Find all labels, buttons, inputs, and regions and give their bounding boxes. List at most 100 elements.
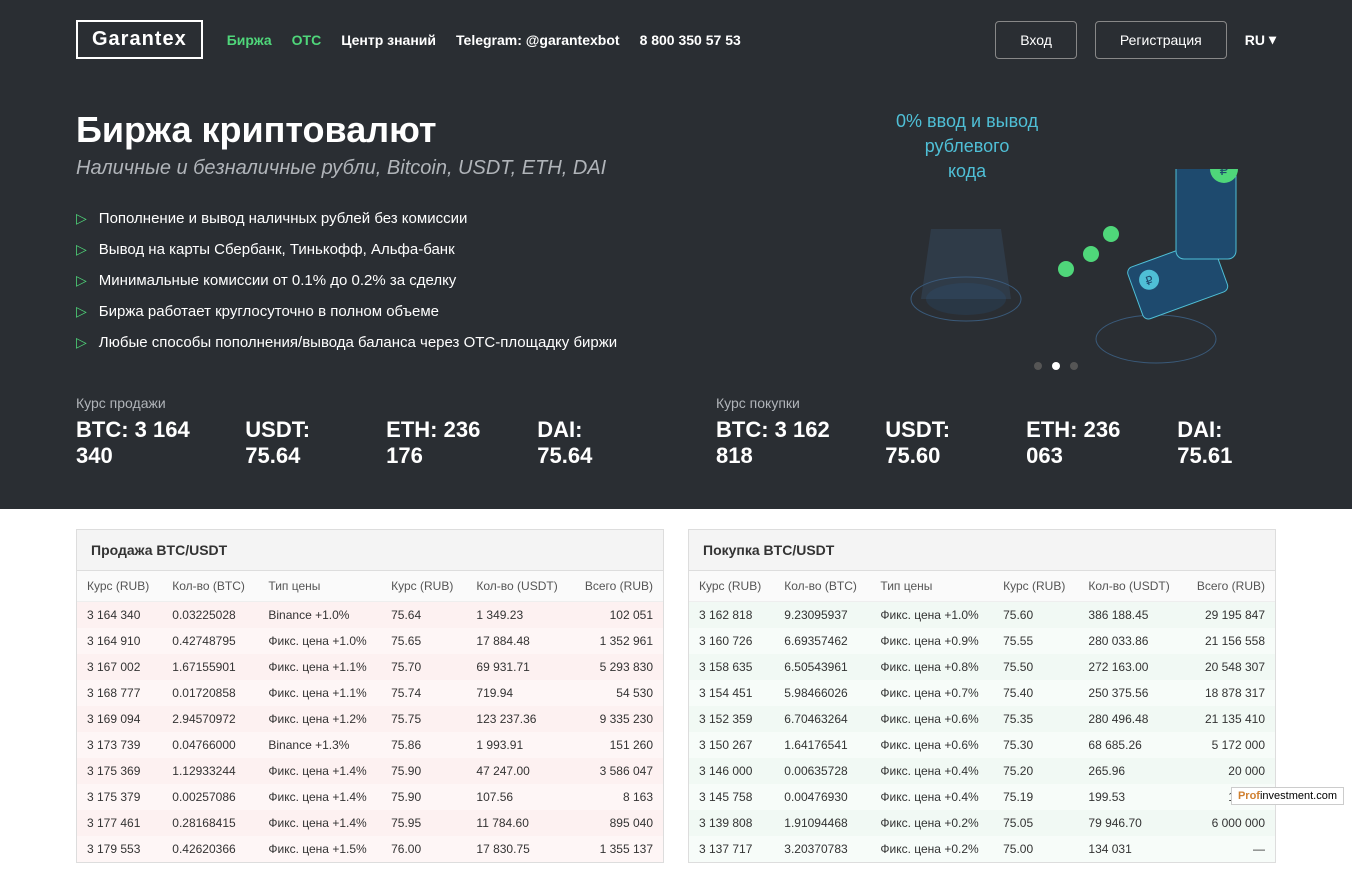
table-cell: 9.23095937 bbox=[774, 602, 870, 629]
table-cell: 1.67155901 bbox=[162, 654, 258, 680]
nav-item[interactable]: Биржа bbox=[227, 32, 272, 48]
login-button[interactable]: Вход bbox=[995, 21, 1077, 59]
carousel-dot[interactable] bbox=[1070, 362, 1078, 370]
feature-item: ▷Минимальные комиссии от 0.1% до 0.2% за… bbox=[76, 272, 836, 289]
column-header: Курс (RUB) bbox=[77, 571, 162, 602]
table-cell: 75.00 bbox=[993, 836, 1078, 862]
table-cell: 3.20370783 bbox=[774, 836, 870, 862]
table-row[interactable]: 3 146 0000.00635728Фикс. цена +0.4%75.20… bbox=[689, 758, 1275, 784]
feature-text: Минимальные комиссии от 0.1% до 0.2% за … bbox=[99, 272, 457, 289]
nav-item[interactable]: Telegram: @garantexbot bbox=[456, 32, 620, 48]
table-cell: 1 352 961 bbox=[572, 628, 663, 654]
table-cell: Фикс. цена +0.2% bbox=[870, 836, 993, 862]
table-cell: 3 139 808 bbox=[689, 810, 774, 836]
table-cell: 9 335 230 bbox=[572, 706, 663, 732]
feature-item: ▷Вывод на карты Сбербанк, Тинькофф, Альф… bbox=[76, 241, 836, 258]
table-row[interactable]: 3 158 6356.50543961Фикс. цена +0.8%75.50… bbox=[689, 654, 1275, 680]
buy-table: Курс (RUB)Кол-во (BTC)Тип ценыКурс (RUB)… bbox=[689, 571, 1275, 862]
logo[interactable]: Garantex bbox=[76, 20, 203, 59]
feature-text: Вывод на карты Сбербанк, Тинькофф, Альфа… bbox=[99, 241, 455, 258]
table-cell: 719.94 bbox=[466, 680, 571, 706]
carousel-dot[interactable] bbox=[1034, 362, 1042, 370]
table-cell: 0.00476930 bbox=[774, 784, 870, 810]
table-cell: 6.69357462 bbox=[774, 628, 870, 654]
column-header: Тип цены bbox=[258, 571, 381, 602]
table-row[interactable]: 3 177 4610.28168415Фикс. цена +1.4%75.95… bbox=[77, 810, 663, 836]
table-cell: Фикс. цена +0.4% bbox=[870, 758, 993, 784]
table-cell: 3 173 739 bbox=[77, 732, 162, 758]
table-cell: 199.53 bbox=[1078, 784, 1183, 810]
table-cell: 0.03225028 bbox=[162, 602, 258, 629]
buy-rate-label: Курс покупки bbox=[716, 395, 1276, 411]
table-cell: 1 355 137 bbox=[572, 836, 663, 862]
table-cell: Binance +1.0% bbox=[258, 602, 381, 629]
table-row[interactable]: 3 160 7266.69357462Фикс. цена +0.9%75.55… bbox=[689, 628, 1275, 654]
table-cell: 3 168 777 bbox=[77, 680, 162, 706]
carousel-dot[interactable] bbox=[1052, 362, 1060, 370]
promo-line: 0% ввод и вывод bbox=[896, 109, 1038, 134]
table-row[interactable]: 3 162 8189.23095937Фикс. цена +1.0%75.60… bbox=[689, 602, 1275, 629]
table-cell: 75.90 bbox=[381, 784, 466, 810]
table-row[interactable]: 3 137 7173.20370783Фикс. цена +0.2%75.00… bbox=[689, 836, 1275, 862]
table-row[interactable]: 3 167 0021.67155901Фикс. цена +1.1%75.70… bbox=[77, 654, 663, 680]
table-cell: 3 162 818 bbox=[689, 602, 774, 629]
table-row[interactable]: 3 154 4515.98466026Фикс. цена +0.7%75.40… bbox=[689, 680, 1275, 706]
table-cell: 3 158 635 bbox=[689, 654, 774, 680]
table-cell: 75.95 bbox=[381, 810, 466, 836]
table-cell: Фикс. цена +1.5% bbox=[258, 836, 381, 862]
table-cell: 3 145 758 bbox=[689, 784, 774, 810]
table-cell: 3 137 717 bbox=[689, 836, 774, 862]
table-cell: 3 160 726 bbox=[689, 628, 774, 654]
table-cell: 134 031 bbox=[1078, 836, 1183, 862]
arrow-icon: ▷ bbox=[76, 210, 87, 227]
table-row[interactable]: 3 169 0942.94570972Фикс. цена +1.2%75.75… bbox=[77, 706, 663, 732]
language-selector[interactable]: RU ▾ bbox=[1245, 31, 1276, 48]
table-cell: 3 177 461 bbox=[77, 810, 162, 836]
table-cell: 17 830.75 bbox=[466, 836, 571, 862]
table-cell: Binance +1.3% bbox=[258, 732, 381, 758]
table-cell: 1.64176541 bbox=[774, 732, 870, 758]
table-cell: 280 496.48 bbox=[1078, 706, 1183, 732]
table-row[interactable]: 3 145 7580.00476930Фикс. цена +0.4%75.19… bbox=[689, 784, 1275, 810]
buy-rates: BTC: 3 162 818USDT: 75.60ETH: 236 063DAI… bbox=[716, 417, 1276, 469]
table-row[interactable]: 3 139 8081.91094468Фикс. цена +0.2%75.05… bbox=[689, 810, 1275, 836]
arrow-icon: ▷ bbox=[76, 334, 87, 351]
table-row[interactable]: 3 173 7390.04766000Binance +1.3%75.861 9… bbox=[77, 732, 663, 758]
rate-value: ETH: 236 176 bbox=[386, 417, 513, 469]
table-cell: 0.42748795 bbox=[162, 628, 258, 654]
table-row[interactable]: 3 168 7770.01720858Фикс. цена +1.1%75.74… bbox=[77, 680, 663, 706]
register-button[interactable]: Регистрация bbox=[1095, 21, 1227, 59]
nav-item[interactable]: Центр знаний bbox=[341, 32, 436, 48]
table-cell: Фикс. цена +0.6% bbox=[870, 732, 993, 758]
table-cell: 75.75 bbox=[381, 706, 466, 732]
table-cell: Фикс. цена +1.2% bbox=[258, 706, 381, 732]
table-row[interactable]: 3 175 3790.00257086Фикс. цена +1.4%75.90… bbox=[77, 784, 663, 810]
nav-item[interactable]: OTC bbox=[292, 32, 322, 48]
table-cell: 0.28168415 bbox=[162, 810, 258, 836]
table-cell: 0.01720858 bbox=[162, 680, 258, 706]
header: Garantex Биржа OTC Центр знаний Telegram: @… bbox=[76, 0, 1276, 79]
nav-item[interactable]: 8 800 350 57 53 bbox=[640, 32, 741, 48]
column-header: Всего (RUB) bbox=[572, 571, 663, 602]
table-cell: 1 993.91 bbox=[466, 732, 571, 758]
table-row[interactable]: 3 152 3596.70463264Фикс. цена +0.6%75.35… bbox=[689, 706, 1275, 732]
table-row[interactable]: 3 175 3691.12933244Фикс. цена +1.4%75.90… bbox=[77, 758, 663, 784]
column-header: Тип цены bbox=[870, 571, 993, 602]
table-cell: 75.05 bbox=[993, 810, 1078, 836]
table-row[interactable]: 3 150 2671.64176541Фикс. цена +0.6%75.30… bbox=[689, 732, 1275, 758]
table-cell: 75.35 bbox=[993, 706, 1078, 732]
table-cell: 6.50543961 bbox=[774, 654, 870, 680]
table-row[interactable]: 3 164 3400.03225028Binance +1.0%75.641 3… bbox=[77, 602, 663, 629]
table-cell: 75.90 bbox=[381, 758, 466, 784]
table-cell: 17 884.48 bbox=[466, 628, 571, 654]
watermark: Profinvestment.com bbox=[1231, 787, 1344, 805]
rate-value: USDT: 75.64 bbox=[245, 417, 362, 469]
table-row[interactable]: 3 179 5530.42620366Фикс. цена +1.5%76.00… bbox=[77, 836, 663, 862]
table-cell: 0.42620366 bbox=[162, 836, 258, 862]
feature-text: Биржа работает круглосуточно в полном об… bbox=[99, 303, 439, 320]
column-header: Всего (RUB) bbox=[1184, 571, 1275, 602]
table-cell: 75.60 bbox=[993, 602, 1078, 629]
table-cell: 3 167 002 bbox=[77, 654, 162, 680]
table-cell: 3 164 910 bbox=[77, 628, 162, 654]
table-row[interactable]: 3 164 9100.42748795Фикс. цена +1.0%75.65… bbox=[77, 628, 663, 654]
